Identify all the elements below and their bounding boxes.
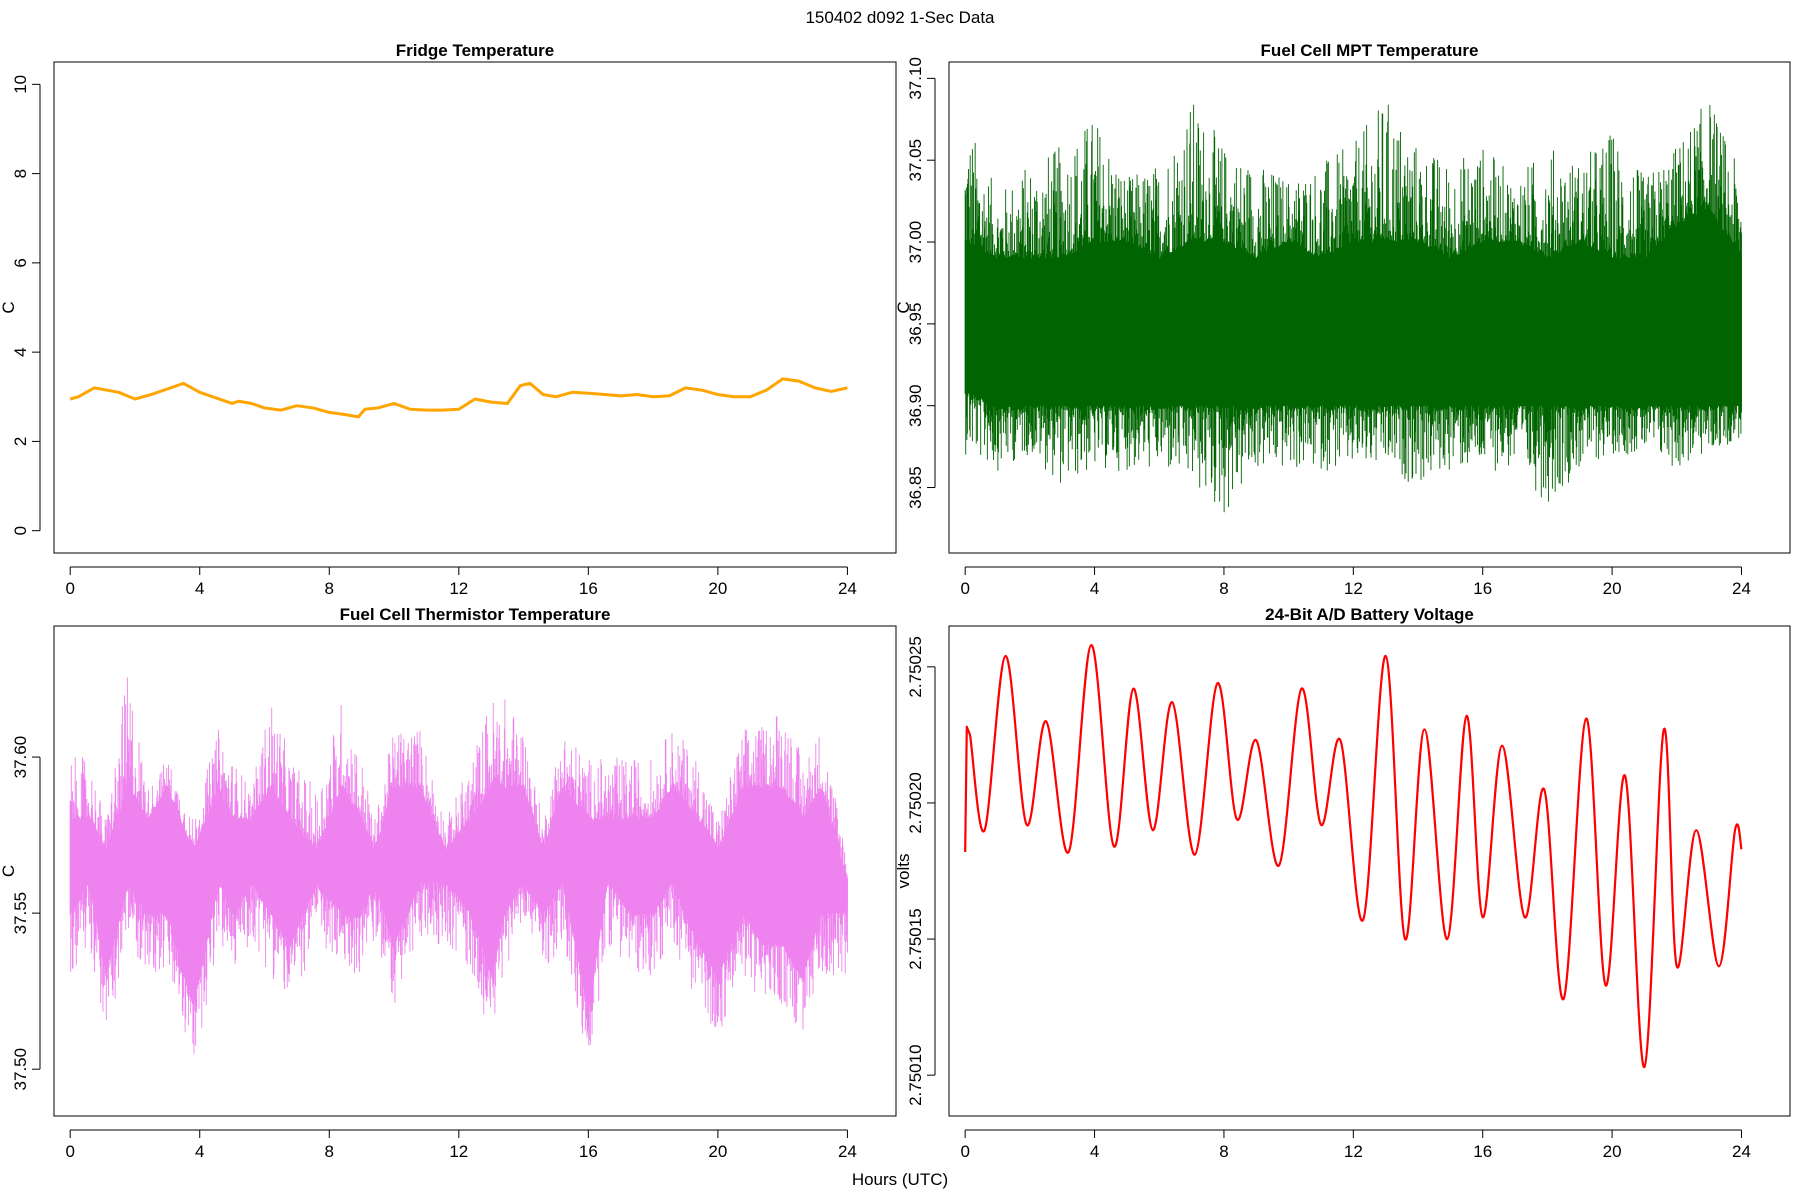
series-band — [964, 204, 1742, 412]
data-area — [69, 377, 848, 419]
x-tick-label: 16 — [579, 579, 598, 598]
x-tick-label: 16 — [1473, 1142, 1492, 1161]
y-tick-label: 37.50 — [11, 1048, 30, 1091]
x-tick-label: 12 — [1344, 579, 1363, 598]
x-tick-label: 20 — [1603, 1142, 1622, 1161]
y-tick-label: 2.75015 — [906, 908, 925, 969]
y-tick-label: 37.55 — [11, 892, 30, 935]
x-tick-label: 0 — [65, 579, 74, 598]
y-tick-label: 37.10 — [906, 57, 925, 100]
series-line — [69, 377, 848, 419]
figure-title: 150402 d092 1-Sec Data — [805, 8, 995, 27]
x-tick-label: 4 — [1090, 579, 1099, 598]
x-tick-label: 24 — [838, 579, 857, 598]
x-tick-label: 16 — [1473, 579, 1492, 598]
panel-title: 24-Bit A/D Battery Voltage — [1265, 605, 1474, 624]
x-tick-label: 24 — [1732, 1142, 1751, 1161]
panel-title: Fridge Temperature — [396, 41, 554, 60]
y-tick-label: 0 — [11, 526, 30, 535]
panel-title: Fuel Cell MPT Temperature — [1261, 41, 1479, 60]
y-axis-label: C — [0, 301, 18, 313]
x-tick-label: 8 — [325, 1142, 334, 1161]
x-tick-label: 20 — [708, 1142, 727, 1161]
plot-frame — [948, 61, 1791, 554]
x-tick-label: 0 — [960, 1142, 969, 1161]
x-tick-label: 12 — [1344, 1142, 1363, 1161]
x-tick-label: 4 — [195, 579, 204, 598]
y-tick-label: 37.05 — [906, 139, 925, 182]
series-band — [69, 782, 848, 1011]
y-tick-label: 2.75025 — [906, 636, 925, 697]
x-tick-label: 0 — [960, 579, 969, 598]
data-area — [69, 677, 848, 1054]
plot-frame — [948, 625, 1791, 1117]
data-area — [964, 104, 1742, 513]
y-tick-label: 4 — [11, 347, 30, 356]
figure-xlabel: Hours (UTC) — [852, 1170, 948, 1189]
data-area — [964, 643, 1743, 1069]
y-tick-label: 2.75010 — [906, 1044, 925, 1105]
x-tick-label: 4 — [1090, 1142, 1099, 1161]
y-tick-label: 36.85 — [906, 466, 925, 509]
y-tick-label: 37.60 — [11, 736, 30, 779]
y-tick-label: 2 — [11, 437, 30, 446]
panel-fuel-cell-thermistor-temperature: Fuel Cell Thermistor Temperature C 0 4 8 12 16… — [0, 605, 897, 1161]
x-tick-label: 8 — [1219, 1142, 1228, 1161]
panel-battery-voltage: 24-Bit A/D Battery Voltage volts 0 4 8 12 16 20… — [894, 605, 1791, 1161]
x-tick-label: 20 — [1603, 579, 1622, 598]
x-tick-label: 4 — [195, 1142, 204, 1161]
y-tick-label: 10 — [11, 75, 30, 94]
panel-fuel-cell-mpt-temperature: Fuel Cell MPT Temperature C 0 4 8 12 16 20 24 36.… — [894, 41, 1791, 598]
y-tick-label: 36.90 — [906, 384, 925, 427]
y-tick-label: 6 — [11, 258, 30, 267]
y-tick-label: 8 — [11, 169, 30, 178]
y-tick-label: 2.75020 — [906, 772, 925, 833]
x-tick-label: 24 — [1732, 579, 1751, 598]
x-tick-label: 8 — [325, 579, 334, 598]
x-tick-label: 24 — [838, 1142, 857, 1161]
x-tick-label: 8 — [1219, 579, 1228, 598]
plot-frame — [53, 61, 897, 554]
series-line — [964, 643, 1743, 1069]
y-axis-label: C — [0, 865, 18, 877]
y-axis-label: C — [894, 301, 913, 313]
y-tick-label: 37.00 — [906, 221, 925, 264]
y-tick-label: 36.95 — [906, 303, 925, 346]
y-axis-label: volts — [894, 854, 913, 889]
x-tick-label: 0 — [65, 1142, 74, 1161]
plot-frame — [53, 625, 897, 1117]
x-tick-label: 20 — [708, 579, 727, 598]
x-tick-label: 12 — [449, 1142, 468, 1161]
x-tick-label: 16 — [579, 1142, 598, 1161]
panel-title: Fuel Cell Thermistor Temperature — [340, 605, 611, 624]
x-tick-label: 12 — [449, 579, 468, 598]
